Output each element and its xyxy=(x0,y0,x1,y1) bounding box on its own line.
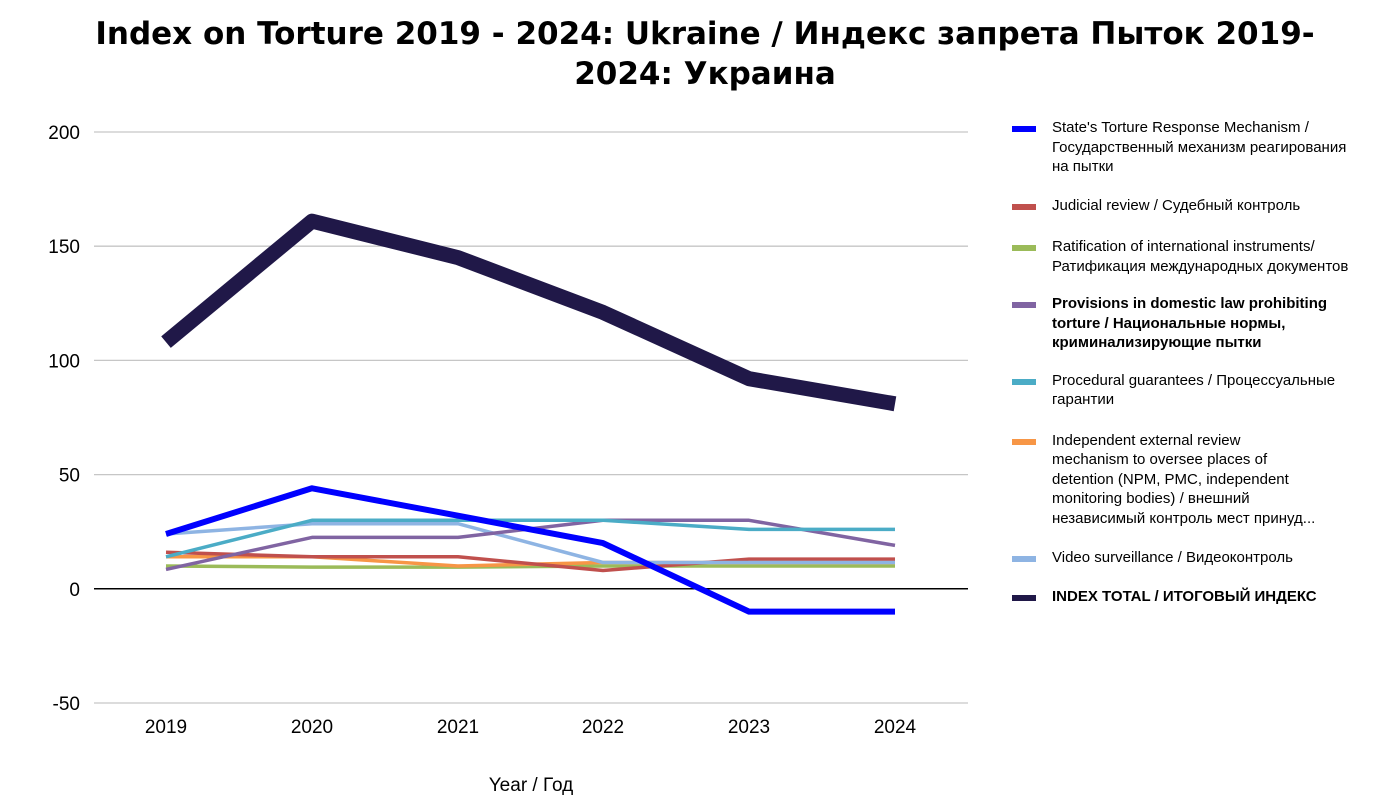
series-line xyxy=(165,485,895,615)
legend-label: State's Torture Response Mechanism / Гос… xyxy=(1052,119,1347,175)
legend-swatch xyxy=(1012,203,1036,210)
series-line xyxy=(165,518,895,559)
x-tick-label: 2020 xyxy=(291,717,333,738)
legend-swatch xyxy=(1012,245,1036,251)
legend-item: Judicial review / Судебный контроль xyxy=(1012,196,1367,216)
x-axis-title: Year / Год xyxy=(489,775,573,796)
legend-swatch xyxy=(1012,438,1036,445)
legend-swatch xyxy=(1012,378,1036,385)
legend-item: Ratification of international instrument… xyxy=(1012,237,1367,276)
legend: State's Torture Response Mechanism / Гос… xyxy=(1012,118,1367,606)
series-lines xyxy=(161,213,897,615)
legend-label: Independent external review mechanism to … xyxy=(1052,431,1367,529)
legend-swatch xyxy=(1012,594,1036,601)
legend-label: INDEX TOTAL / ИТОГОВЫЙ ИНДЕКС xyxy=(1052,587,1317,605)
legend-swatch xyxy=(1012,556,1036,562)
x-tick-label: 2021 xyxy=(437,717,479,738)
x-tick-label: 2022 xyxy=(582,717,624,738)
legend-item: INDEX TOTAL / ИТОГОВЫЙ ИНДЕКС xyxy=(1012,587,1367,607)
legend-label: Provisions in domestic law prohibiting t… xyxy=(1052,295,1328,351)
legend-label-line: Independent external review xyxy=(1052,431,1241,449)
y-tick-label: -50 xyxy=(53,694,80,715)
legend-swatch xyxy=(1012,302,1036,308)
y-tick-label: 150 xyxy=(48,237,80,258)
y-tick-label: 200 xyxy=(48,123,80,144)
x-tick-label: 2019 xyxy=(145,717,187,738)
y-tick-label: 100 xyxy=(48,351,80,372)
x-tick-label: 2024 xyxy=(874,717,917,738)
legend-item: Video surveillance / Видеоконтроль xyxy=(1012,548,1367,568)
legend-item: Independent external review mechanism to … xyxy=(1012,431,1367,529)
legend-label: Procedural guarantees / Процессуальные г… xyxy=(1052,371,1336,409)
series-line xyxy=(165,564,895,569)
legend-label-line: monitoring bodies) / внешний xyxy=(1052,490,1250,507)
chart-title: Index on Torture 2019 - 2024: Ukraine / … xyxy=(95,16,1315,92)
legend-item: Provisions in domestic law prohibiting t… xyxy=(1012,294,1367,353)
x-axis-ticks: 2019 2020 2021 2022 2023 2024 xyxy=(145,717,917,738)
legend-label: Ratification of international instrument… xyxy=(1052,238,1349,275)
legend-label-line: detention (NPM, PMC, independent xyxy=(1052,470,1289,488)
legend-label: Video surveillance / Видеоконтроль xyxy=(1052,549,1293,566)
y-tick-label: 50 xyxy=(59,466,80,487)
legend-item: Procedural guarantees / Процессуальные г… xyxy=(1012,371,1367,410)
series-line xyxy=(165,550,895,573)
x-tick-label: 2023 xyxy=(728,717,770,738)
legend-swatch xyxy=(1012,126,1036,132)
series-line xyxy=(161,213,897,412)
gridlines xyxy=(94,131,968,704)
legend-label-line: независимый контроль мест принуд... xyxy=(1052,509,1316,527)
legend-label: Judicial review / Судебный контроль xyxy=(1052,196,1301,214)
legend-item: State's Torture Response Mechanism / Гос… xyxy=(1012,118,1367,177)
y-tick-label: 0 xyxy=(69,580,80,601)
legend-label-line: mechanism to oversee places of xyxy=(1052,451,1268,468)
y-axis-ticks: 200 150 100 50 0 -50 xyxy=(48,123,80,715)
